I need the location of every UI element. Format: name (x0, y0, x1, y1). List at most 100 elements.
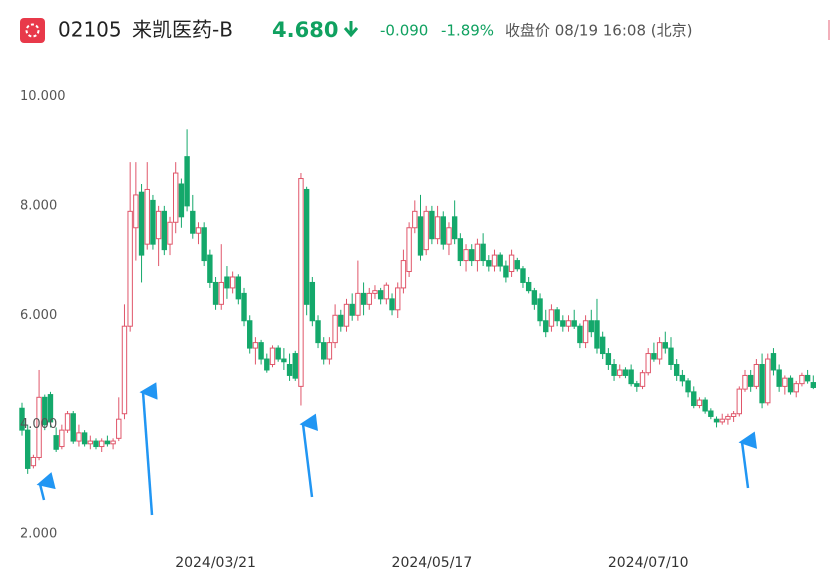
candle-body (150, 199, 156, 245)
candle-body (446, 227, 452, 245)
candle-body (531, 290, 538, 305)
candle-body (525, 281, 532, 292)
candle-body (571, 320, 577, 327)
candle-body (286, 363, 293, 376)
candle-body (582, 320, 589, 344)
candle-body (730, 413, 737, 417)
candle-body (349, 303, 355, 316)
x-tick-label: 2024/07/10 (608, 555, 689, 571)
candle-body (554, 309, 560, 322)
candle-body (537, 298, 543, 322)
down-arrow (343, 21, 359, 38)
candle-body (451, 216, 458, 240)
candle-body (434, 216, 441, 240)
candle-body (594, 320, 600, 349)
candle-body (281, 358, 287, 363)
candle-body (121, 325, 128, 415)
stock-code: 02105 (58, 18, 122, 42)
candle-body (742, 374, 748, 390)
candle-body (474, 243, 481, 262)
candle-body (702, 399, 708, 412)
candle-body (190, 210, 196, 234)
arrow (36, 472, 56, 501)
candle-body (736, 388, 742, 415)
candle-body (486, 260, 492, 267)
candle-body (184, 156, 190, 207)
candle-body (713, 418, 720, 423)
candle-body (104, 440, 111, 445)
candle-body (207, 254, 213, 283)
candle-body (87, 440, 94, 445)
price: 4.680 (272, 18, 338, 42)
candle-body (599, 336, 606, 355)
candle-body (252, 342, 259, 349)
candle-body (469, 249, 475, 262)
candle-body (59, 429, 65, 448)
annotations (36, 382, 758, 516)
candle-body (326, 342, 333, 360)
candle-body (491, 254, 498, 267)
candle-body (389, 298, 395, 311)
change: -0.090 (380, 22, 428, 40)
candle-body (53, 435, 59, 450)
candle-body (588, 320, 594, 333)
candle-body (565, 320, 572, 327)
candle-body (560, 320, 566, 327)
candle-body (776, 369, 782, 387)
candle-body (810, 382, 817, 388)
candle-body (548, 309, 555, 327)
candle-body (269, 347, 276, 365)
hk-flag (20, 18, 45, 43)
candle-body (662, 342, 668, 349)
candle-body (440, 216, 446, 245)
candle-body (315, 320, 321, 344)
candle-body (360, 292, 367, 305)
candle-body (429, 210, 435, 240)
y-tick-label: 10.000 (20, 89, 66, 104)
candle-body (377, 290, 384, 300)
candle-body (417, 216, 424, 256)
candle-body (264, 358, 270, 371)
candle-body (64, 413, 71, 431)
candle-body (747, 374, 754, 387)
candle-body (503, 265, 509, 278)
candle-body (76, 432, 82, 442)
arrow (139, 382, 158, 516)
candle-body (520, 268, 526, 283)
candle-body (292, 353, 298, 379)
candle-body (412, 210, 418, 229)
candle-body (656, 342, 663, 360)
candle-body (708, 410, 714, 417)
candle-body (497, 254, 503, 267)
candle-body (753, 363, 760, 387)
candle-body (696, 399, 703, 407)
candle-body (332, 314, 338, 344)
candle-body (634, 383, 640, 387)
x-tick-label: 2024/05/17 (392, 555, 473, 571)
candle-body (463, 249, 469, 262)
candle-body (645, 353, 651, 374)
candle-body (212, 281, 219, 305)
candle-body (355, 292, 361, 316)
candle-body (787, 377, 794, 393)
candle-body (275, 347, 281, 360)
candle-body (383, 284, 390, 300)
candle-body (804, 374, 811, 382)
y-tick-label: 2.000 (20, 527, 57, 542)
candle-body (400, 260, 407, 289)
candle-body (138, 191, 145, 256)
candle-body (24, 429, 31, 469)
change-pct: -1.89% (441, 22, 494, 40)
y-tick-label: 8.000 (20, 198, 57, 213)
candle-body (247, 320, 253, 349)
candle-body (70, 413, 76, 442)
candle-body (201, 227, 207, 262)
candle-body (577, 325, 583, 344)
candle-body (47, 394, 54, 423)
candle-body (321, 342, 327, 360)
candle-body (155, 210, 162, 240)
plot: 2.000 4.000 6.000 8.000 10.000 2024/03/21 2024… (19, 89, 817, 571)
candle-body (759, 363, 765, 404)
candle-body (99, 440, 105, 448)
